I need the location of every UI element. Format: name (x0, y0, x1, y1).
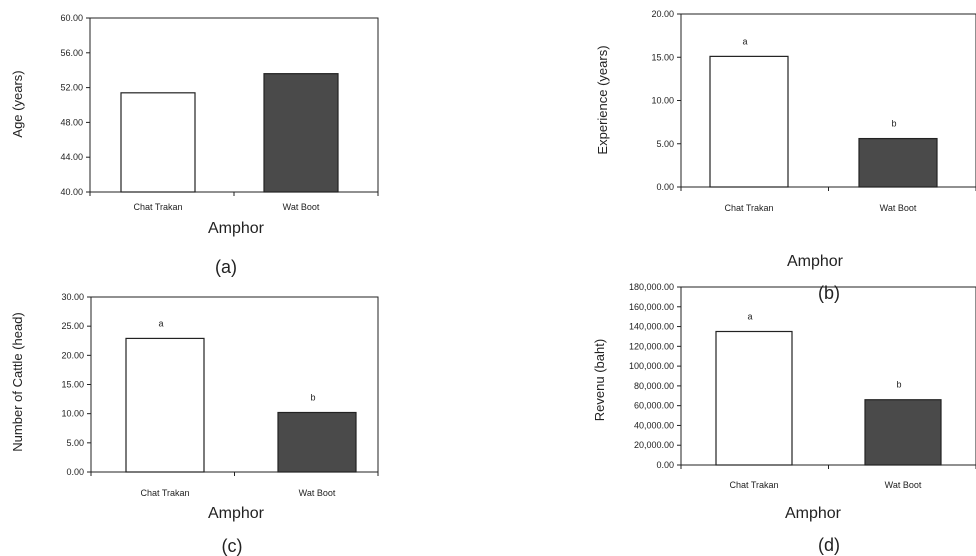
panel-label: (b) (818, 283, 840, 303)
category-label: Chat Trakan (724, 203, 773, 213)
y-tick-label: 160,000.00 (629, 302, 674, 312)
y-tick-label: 10.00 (61, 409, 84, 419)
y-tick-label: 0.00 (656, 460, 674, 470)
y-axis-label: Age (years) (10, 70, 25, 137)
y-tick-label: 15.00 (61, 380, 84, 390)
y-tick-label: 80,000.00 (634, 381, 674, 391)
bar-chat-trakan (120, 92, 196, 193)
category-label: Chat Trakan (140, 488, 189, 498)
bar-chat-trakan (715, 330, 793, 466)
category-label: Wat Boot (299, 488, 336, 498)
bar-wat-boot (263, 73, 339, 193)
x-axis-label: Amphor (208, 220, 265, 237)
bar-chat-trakan (709, 55, 789, 188)
y-axis-label: Experience (years) (595, 45, 610, 154)
category-label: Wat Boot (283, 202, 320, 212)
x-axis-label: Amphor (785, 505, 842, 522)
significance-letter: a (158, 318, 163, 328)
y-tick-label: 15.00 (651, 52, 674, 62)
y-tick-label: 5.00 (66, 438, 84, 448)
x-axis-label: Amphor (208, 505, 265, 522)
y-tick-label: 140,000.00 (629, 322, 674, 332)
chart-panel-c: 0.00 5.00 10.00 15.00 20.00 25.00 30.00 a Chat T… (10, 292, 379, 556)
category-label: Chat Trakan (729, 480, 778, 490)
y-tick-label: 120,000.00 (629, 341, 674, 351)
bar-chat-trakan (125, 337, 205, 473)
category-label: Chat Trakan (133, 202, 182, 212)
chart-panel-d: 0.00 20,000.00 40,000.00 60,000.00 80,000.00… (592, 282, 976, 555)
y-tick-label: 20.00 (61, 350, 84, 360)
y-tick-label: 20.00 (651, 9, 674, 19)
panel-label: (a) (215, 257, 237, 277)
panel-label: (d) (818, 535, 840, 555)
y-tick-label: 40.00 (60, 187, 83, 197)
panel-label: (c) (222, 536, 243, 556)
y-tick-label: 0.00 (656, 182, 674, 192)
category-label: Wat Boot (885, 480, 922, 490)
y-tick-label: 180,000.00 (629, 282, 674, 292)
y-tick-label: 56.00 (60, 48, 83, 58)
chart-panel-a: 40.00 44.00 48.00 52.00 56.00 60.00 Chat Traka… (10, 13, 379, 277)
y-tick-label: 44.00 (60, 152, 83, 162)
y-tick-label: 20,000.00 (634, 440, 674, 450)
y-tick-label: 5.00 (656, 139, 674, 149)
significance-letter: b (896, 380, 901, 390)
chart-panel-b: 0.00 5.00 10.00 15.00 20.00 a Chat Trakan b Wat … (595, 9, 976, 303)
y-tick-label: 10.00 (651, 96, 674, 106)
y-tick-label: 52.00 (60, 83, 83, 93)
y-axis-label: Number of Cattle (head) (10, 312, 25, 451)
bar-wat-boot (277, 411, 357, 473)
y-tick-label: 48.00 (60, 117, 83, 127)
significance-letter: a (742, 36, 747, 46)
y-axis-label: Revenu (baht) (592, 339, 607, 421)
category-label: Wat Boot (880, 203, 917, 213)
bar-wat-boot (858, 137, 938, 188)
y-tick-label: 60,000.00 (634, 401, 674, 411)
y-tick-label: 25.00 (61, 321, 84, 331)
y-tick-label: 0.00 (66, 467, 84, 477)
y-tick-label: 60.00 (60, 13, 83, 23)
y-tick-label: 100,000.00 (629, 361, 674, 371)
significance-letter: a (747, 312, 752, 322)
significance-letter: b (891, 119, 896, 129)
significance-letter: b (310, 393, 315, 403)
bar-wat-boot (864, 399, 942, 466)
y-tick-label: 40,000.00 (634, 420, 674, 430)
y-tick-label: 30.00 (61, 292, 84, 302)
x-axis-label: Amphor (787, 253, 844, 270)
